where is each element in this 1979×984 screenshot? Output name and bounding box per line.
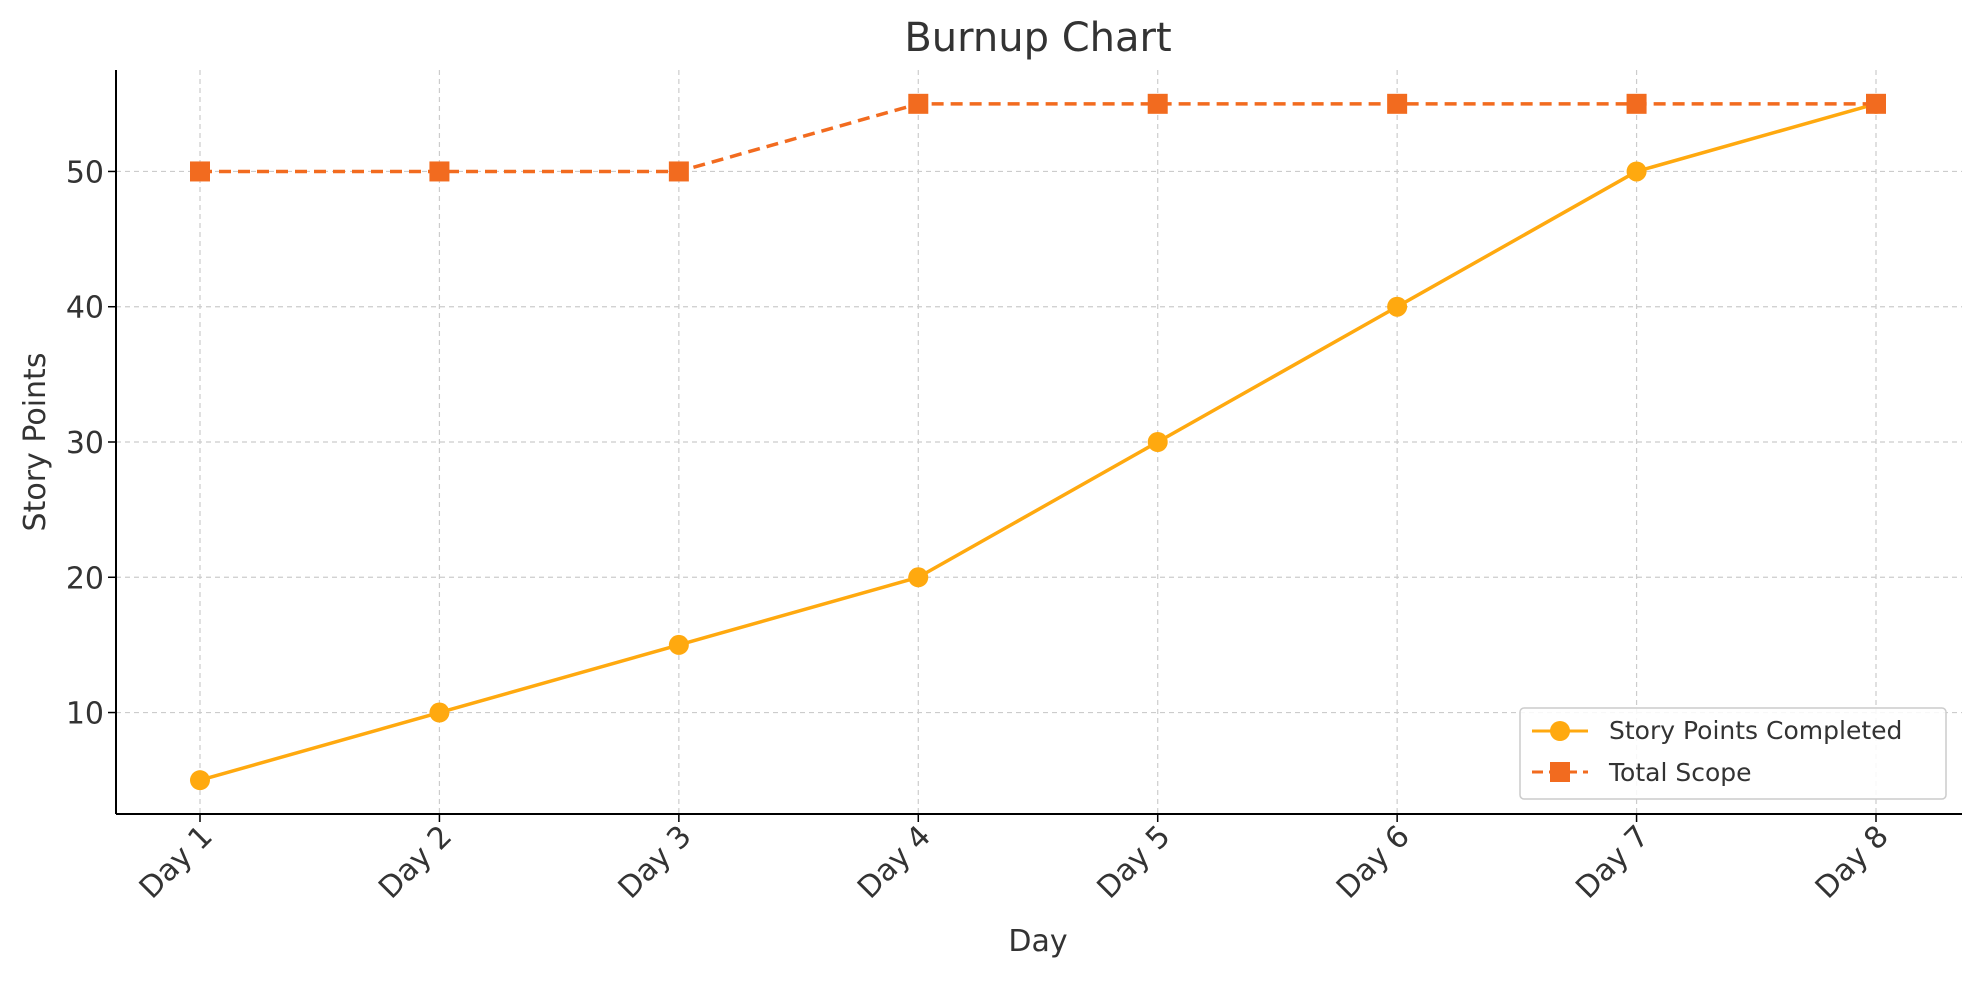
legend-label-completed: Story Points Completed <box>1609 716 1902 745</box>
x-tick-label: Day 6 <box>1330 819 1417 906</box>
legend-label-scope: Total Scope <box>1608 758 1752 787</box>
series-marker-square <box>190 161 210 182</box>
x-tick-label: Day 2 <box>372 819 459 906</box>
series-marker-square <box>429 161 450 182</box>
series-marker-circle <box>429 702 450 723</box>
series-marker-circle <box>668 634 689 655</box>
y-tick-label: 20 <box>66 561 104 596</box>
series-marker-circle <box>1387 296 1408 317</box>
y-tick-label: 40 <box>66 291 104 326</box>
legend-marker-circle <box>1550 721 1570 741</box>
y-tick-label: 30 <box>66 426 104 461</box>
legend-entry-completed: Story Points Completed <box>1532 716 1902 745</box>
legend-box <box>1519 707 1947 800</box>
chart-title: Burnup Chart <box>904 15 1171 61</box>
legend-marker-square <box>1550 762 1570 782</box>
legend: Story Points Completed Total Scope <box>1519 707 1947 800</box>
series-marker-circle <box>908 567 929 588</box>
series-line-0 <box>199 102 1877 782</box>
x-tick-label: Day 7 <box>1569 819 1656 906</box>
series-group <box>190 93 1886 791</box>
grid-lines <box>116 70 1962 814</box>
x-tick-label: Day 4 <box>851 819 938 906</box>
series-marker-square <box>1387 93 1408 114</box>
series-line-1 <box>200 102 1876 174</box>
x-tick-label: Day 5 <box>1090 819 1177 906</box>
x-axis-label: Day <box>1008 924 1067 959</box>
x-tick-label: Day 1 <box>133 819 220 906</box>
series-marker-square <box>908 93 929 114</box>
series-marker-square <box>1147 93 1168 114</box>
legend-entry-scope: Total Scope <box>1532 758 1752 787</box>
series-marker-square <box>1866 93 1886 114</box>
series-marker-square <box>1626 93 1647 114</box>
y-tick-label: 10 <box>66 697 104 732</box>
series-marker-square <box>668 161 689 182</box>
x-tick-label: Day 8 <box>1809 819 1896 906</box>
x-tick-label: Day 3 <box>612 819 699 906</box>
series-marker-circle <box>190 770 210 791</box>
series-marker-circle <box>1147 432 1168 452</box>
y-tick-label: 50 <box>66 155 104 190</box>
series-marker-circle <box>1626 161 1647 182</box>
y-axis-label: Story Points <box>18 353 53 532</box>
